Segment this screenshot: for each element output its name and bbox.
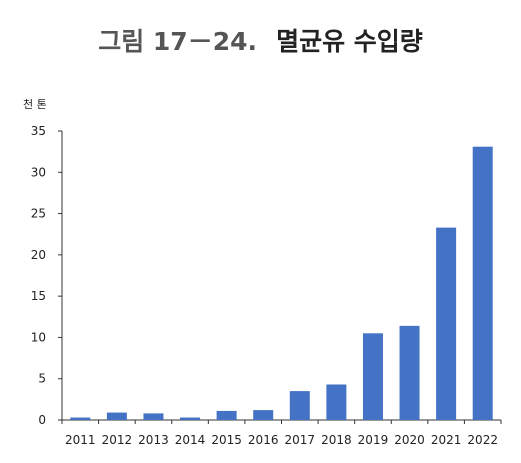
bar-2013 <box>143 413 164 420</box>
bars-group <box>70 146 493 420</box>
y-axis-unit-label: 천 톤 <box>23 97 47 111</box>
bar-2011 <box>70 417 91 420</box>
y-axis: 0 5 10 15 20 25 30 35 <box>31 124 63 427</box>
bar-2014 <box>180 417 201 420</box>
figure-label: 그림 17－24. <box>98 27 257 56</box>
x-tick-label: 2020 <box>394 433 425 447</box>
bar-2015 <box>216 410 237 420</box>
y-tick-label: 35 <box>31 124 46 138</box>
x-tick-label: 2017 <box>285 433 316 447</box>
x-tick-label: 2011 <box>65 433 96 447</box>
x-tick-label: 2012 <box>102 433 133 447</box>
y-tick-label: 20 <box>31 248 46 262</box>
x-tick-label: 2015 <box>211 433 242 447</box>
x-tick-label: 2014 <box>175 433 206 447</box>
x-axis: 2011 2012 2013 2014 2015 2016 2017 2018 2019 2020… <box>61 419 502 447</box>
x-tick-label: 2016 <box>248 433 279 447</box>
bar-2021 <box>436 227 457 420</box>
y-tick-label: 5 <box>38 372 46 386</box>
x-tick-label: 2022 <box>467 433 498 447</box>
bar-2022 <box>472 146 493 420</box>
bar-2017 <box>289 391 310 420</box>
y-tick-label: 25 <box>31 207 46 221</box>
y-tick-label: 0 <box>38 413 46 427</box>
bar-2012 <box>106 412 127 420</box>
bar-2018 <box>326 384 347 420</box>
bar-2019 <box>362 333 383 420</box>
bar-2016 <box>253 410 274 420</box>
y-tick-label: 15 <box>31 289 46 303</box>
chart-title-row: 그림 17－24. 멸균유 수입량 <box>0 22 521 58</box>
x-tick-label: 2019 <box>358 433 389 447</box>
x-tick-label: 2018 <box>321 433 352 447</box>
chart-title: 멸균유 수입량 <box>276 27 423 56</box>
bar-2020 <box>399 325 420 420</box>
y-tick-label: 10 <box>31 330 46 344</box>
x-tick-label: 2013 <box>138 433 169 447</box>
x-tick-label: 2021 <box>431 433 462 447</box>
y-tick-label: 30 <box>31 165 46 179</box>
